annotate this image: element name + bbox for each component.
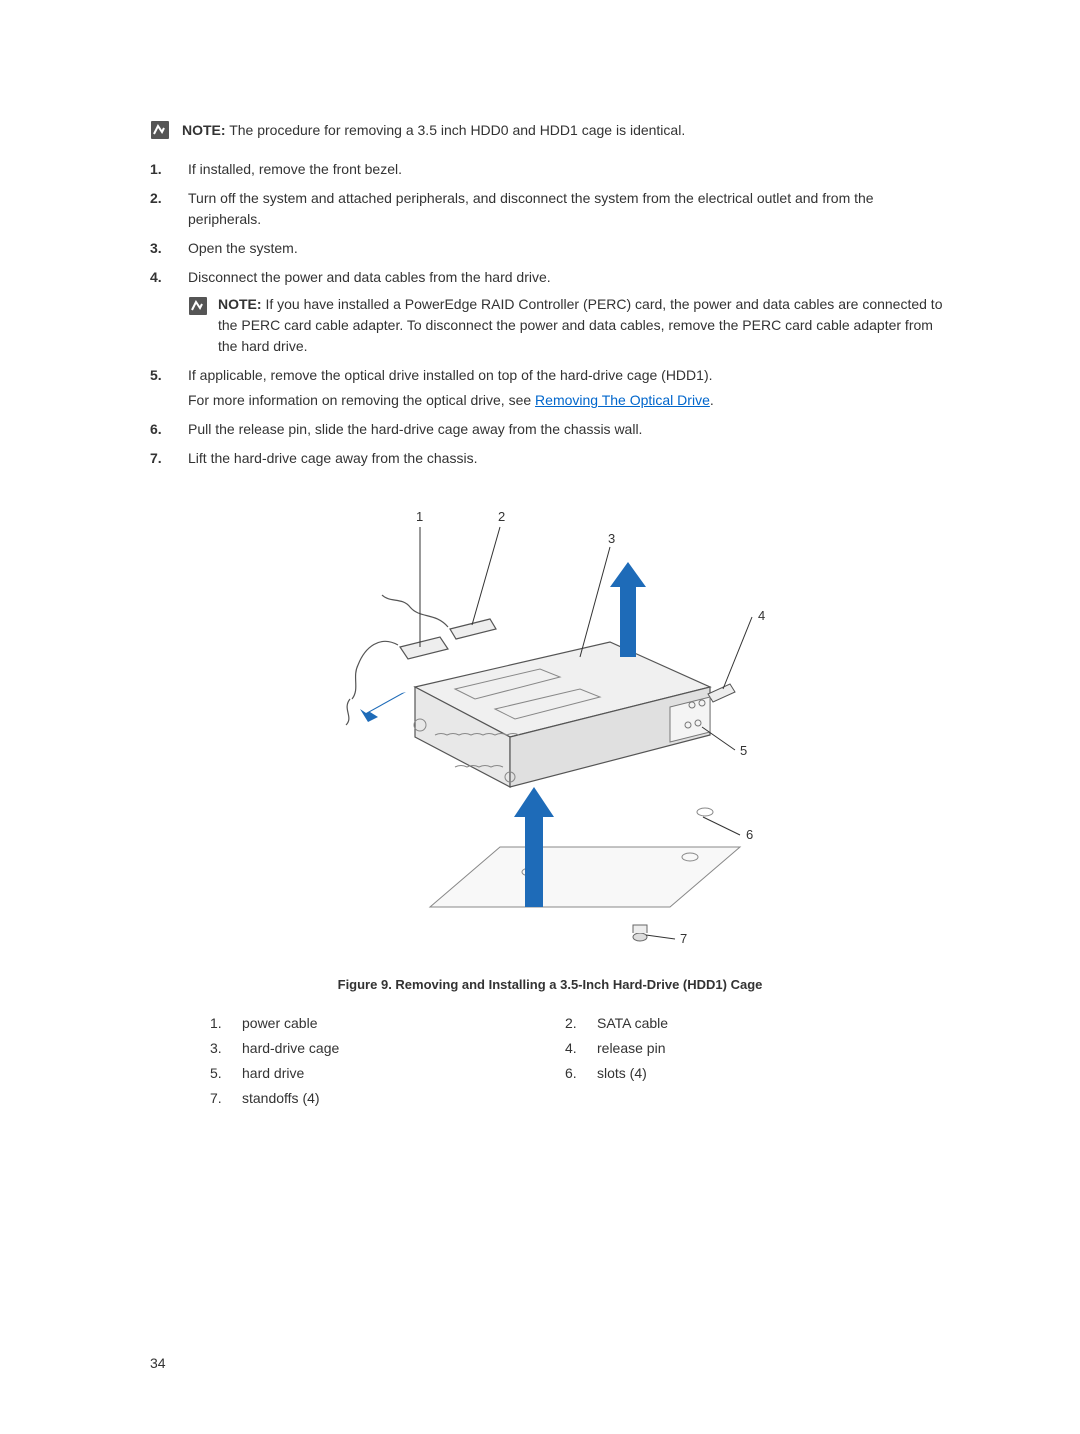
legend-num: 1. [210, 1013, 228, 1034]
legend-text: hard-drive cage [242, 1038, 339, 1059]
step-7-text: Lift the hard-drive cage away from the c… [188, 450, 477, 466]
legend-text: SATA cable [597, 1013, 668, 1034]
note-label: NOTE: [218, 296, 262, 312]
callout-4: 4 [758, 608, 765, 623]
legend-num: 5. [210, 1063, 228, 1084]
legend-text: standoffs (4) [242, 1088, 320, 1109]
figure-legend: 1. power cable 2. SATA cable 3. hard-dri… [210, 1013, 890, 1109]
step-5-sub: For more information on removing the opt… [188, 390, 950, 411]
callout-6: 6 [746, 827, 753, 842]
legend-item-4: 4. release pin [565, 1038, 890, 1059]
note-label: NOTE: [182, 122, 226, 138]
legend-text: power cable [242, 1013, 318, 1034]
figure-9: 1 2 3 4 5 6 7 [150, 477, 950, 963]
legend-num: 2. [565, 1013, 583, 1034]
callout-3: 3 [608, 531, 615, 546]
note-body: If you have installed a PowerEdge RAID C… [218, 296, 942, 354]
legend-text: hard drive [242, 1063, 304, 1084]
legend-text: slots (4) [597, 1063, 647, 1084]
legend-item-3: 3. hard-drive cage [210, 1038, 535, 1059]
step-4-text: Disconnect the power and data cables fro… [188, 269, 551, 285]
legend-num: 4. [565, 1038, 583, 1059]
note-icon [188, 296, 208, 316]
step-1: If installed, remove the front bezel. [150, 159, 950, 180]
note-text: NOTE: The procedure for removing a 3.5 i… [182, 120, 950, 141]
page-number: 34 [150, 1353, 166, 1374]
legend-num: 6. [565, 1063, 583, 1084]
step-5b-post: . [710, 392, 714, 408]
callout-7: 7 [680, 931, 687, 946]
note-block-top: NOTE: The procedure for removing a 3.5 i… [150, 120, 950, 141]
figure-caption: Figure 9. Removing and Installing a 3.5-… [150, 975, 950, 995]
optical-drive-link[interactable]: Removing The Optical Drive [535, 392, 710, 408]
legend-num: 7. [210, 1088, 228, 1109]
step-3-text: Open the system. [188, 240, 298, 256]
note-body: The procedure for removing a 3.5 inch HD… [229, 122, 685, 138]
procedure-steps: If installed, remove the front bezel. Tu… [150, 159, 950, 469]
step-2-text: Turn off the system and attached periphe… [188, 190, 874, 227]
step-3: Open the system. [150, 238, 950, 259]
callout-2: 2 [498, 509, 505, 524]
callout-1: 1 [416, 509, 423, 524]
step-5b-pre: For more information on removing the opt… [188, 392, 535, 408]
legend-item-1: 1. power cable [210, 1013, 535, 1034]
step-5: If applicable, remove the optical drive … [150, 365, 950, 411]
hard-drive-cage-diagram: 1 2 3 4 5 6 7 [310, 477, 790, 957]
step-5a-text: If applicable, remove the optical drive … [188, 367, 713, 383]
legend-item-2: 2. SATA cable [565, 1013, 890, 1034]
step-6-text: Pull the release pin, slide the hard-dri… [188, 421, 642, 437]
step-7: Lift the hard-drive cage away from the c… [150, 448, 950, 469]
callout-5: 5 [740, 743, 747, 758]
note-icon [150, 120, 170, 140]
note-text: NOTE: If you have installed a PowerEdge … [218, 294, 950, 357]
legend-item-6: 6. slots (4) [565, 1063, 890, 1084]
step-4: Disconnect the power and data cables fro… [150, 267, 950, 357]
legend-item-7: 7. standoffs (4) [210, 1088, 535, 1109]
legend-num: 3. [210, 1038, 228, 1059]
step-6: Pull the release pin, slide the hard-dri… [150, 419, 950, 440]
step-2: Turn off the system and attached periphe… [150, 188, 950, 230]
legend-item-5: 5. hard drive [210, 1063, 535, 1084]
legend-text: release pin [597, 1038, 666, 1059]
note-block-inner: NOTE: If you have installed a PowerEdge … [188, 294, 950, 357]
step-1-text: If installed, remove the front bezel. [188, 161, 402, 177]
